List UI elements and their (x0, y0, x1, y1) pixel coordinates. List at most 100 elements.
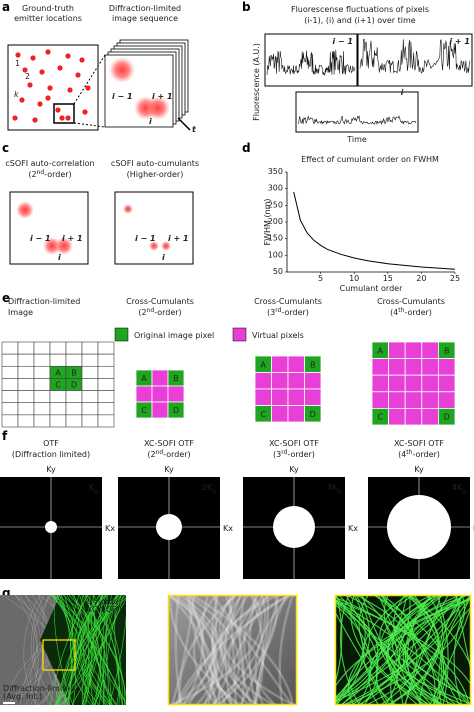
fiber (335, 596, 470, 705)
pixel (421, 374, 439, 393)
text-part: 0 (212, 489, 216, 496)
fiber (103, 595, 122, 705)
fiber (239, 595, 270, 705)
fiber (170, 595, 196, 705)
panel-label: e (2, 291, 10, 305)
trace (266, 49, 356, 76)
fiber (217, 595, 278, 705)
ground-truth-box (7, 44, 99, 131)
pixel (1, 341, 19, 355)
fiber (168, 595, 221, 705)
fiber (68, 595, 126, 700)
emitter (37, 101, 43, 107)
fiber (56, 595, 84, 705)
label: Image (8, 308, 33, 317)
text-part: 2 (85, 597, 90, 606)
text-part: (2 (138, 308, 146, 317)
trace (359, 38, 471, 74)
pixel (304, 372, 322, 390)
label: XC-SOFI OTF (144, 439, 194, 448)
label: 2nd-order (85, 596, 123, 607)
label: Time (346, 135, 367, 144)
pixel (1, 390, 19, 404)
pixel (49, 353, 67, 367)
label: Diffraction-limited (3, 684, 75, 693)
fiber (355, 595, 418, 705)
panel-label: g (2, 586, 11, 600)
fiber (227, 595, 238, 705)
trace-box (357, 33, 473, 87)
label: (i-1), (i) and (i+1) over time (304, 16, 415, 25)
pixel (97, 390, 115, 404)
y-tick-label: 50 (273, 267, 283, 276)
pixel (437, 358, 456, 376)
pixel (421, 391, 439, 409)
fiber (73, 595, 112, 705)
legend-label: Original image pixel (134, 331, 214, 340)
pixel-label: B (71, 368, 77, 377)
pixel-label: B (444, 346, 450, 355)
pixel-label: B (310, 360, 316, 369)
blob (109, 57, 135, 83)
pixel (271, 372, 289, 390)
fiber (207, 595, 218, 705)
pixel (388, 391, 406, 409)
pixel-label: C (260, 410, 266, 419)
label: Effect of cumulant order on FWHM (301, 155, 439, 164)
fiber (219, 595, 257, 705)
pixel (388, 341, 406, 360)
label: i − 1 (112, 92, 133, 101)
label: 1 (15, 59, 20, 68)
label: (3rd-order) (267, 307, 309, 318)
text-part: rd (275, 307, 281, 314)
time-arrow (177, 117, 191, 131)
fiber (93, 595, 120, 705)
fiber (404, 595, 449, 705)
y-tick-label: 150 (268, 234, 283, 243)
label: i − 1 (30, 234, 51, 243)
emitter (67, 87, 73, 93)
pixel (65, 390, 83, 404)
pixel (287, 372, 305, 390)
fiber (174, 595, 183, 705)
text-part: -order) (154, 308, 182, 317)
pixel-label: C (55, 381, 61, 390)
emitter (45, 49, 51, 55)
text-part: 0 (337, 489, 341, 496)
text-part: K (89, 483, 95, 492)
micrograph (168, 595, 297, 705)
emitter (19, 97, 25, 103)
pixel-label: D (71, 381, 77, 390)
text-part: 4K (452, 483, 463, 492)
pixel (437, 391, 456, 409)
fiber (186, 595, 241, 705)
fiber (6, 595, 38, 705)
fiber (222, 595, 275, 705)
pixel (167, 401, 185, 419)
fiber (175, 595, 249, 705)
fiber (81, 595, 95, 705)
trace-box (295, 91, 419, 133)
fiber (99, 595, 123, 705)
label: 4K0 (452, 483, 466, 496)
panel-label: d (242, 141, 251, 155)
pixel (421, 407, 439, 426)
fiber (359, 595, 400, 705)
pixel (421, 358, 439, 376)
fiber (373, 595, 447, 705)
pixel (49, 390, 67, 404)
emitter (75, 72, 81, 78)
pixel (65, 402, 83, 416)
fiber (52, 595, 104, 705)
text-part: 0 (462, 489, 466, 496)
pixel (17, 414, 35, 428)
label: i + 1 (168, 234, 189, 243)
pixel (1, 402, 19, 416)
pixel (371, 358, 390, 376)
fiber (188, 595, 217, 705)
text-part: 2K (202, 483, 213, 492)
fiber (67, 595, 104, 705)
pixel (371, 391, 390, 409)
y-tick-label: 350 (268, 167, 283, 176)
label: (XC-SOFI) (84, 605, 122, 614)
